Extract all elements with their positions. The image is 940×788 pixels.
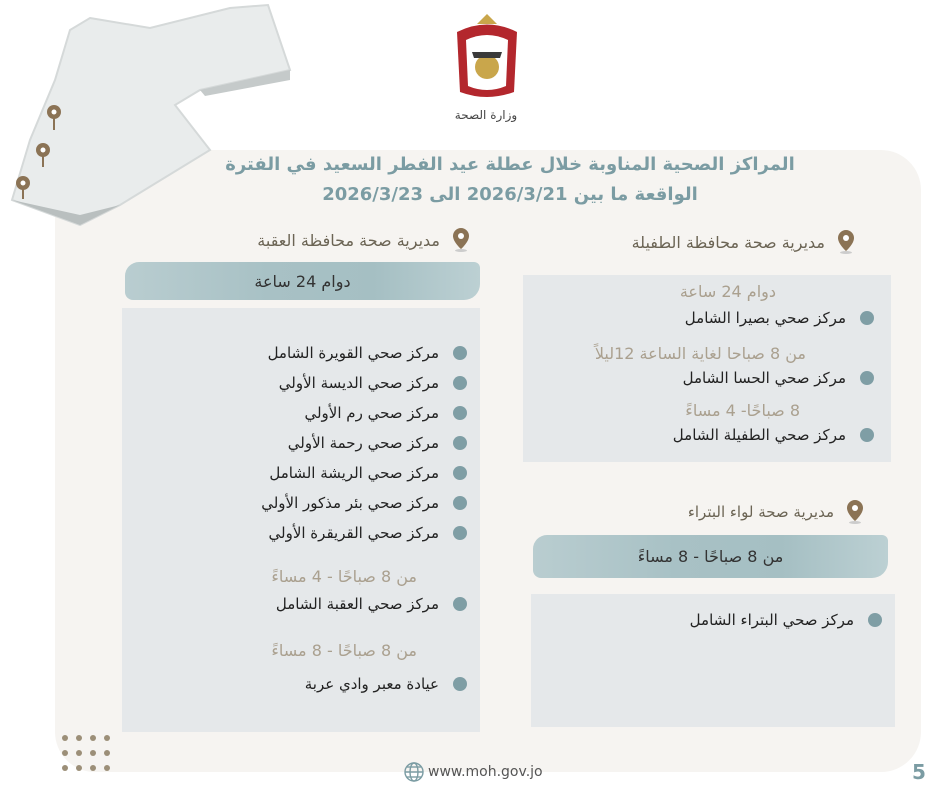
petra-heading: مديرية صحة لواء البتراء — [688, 500, 864, 524]
center-name: مركز صحي الحسا الشامل — [682, 369, 846, 387]
bullet-icon — [453, 346, 467, 360]
center-name: مركز صحي رم الأولي — [304, 404, 439, 422]
list-item: مركز صحي الحسا الشامل — [683, 368, 874, 388]
petra-hours-banner: من 8 صباحًا - 8 مساءً — [533, 535, 888, 578]
aqaba-hours-banner: دوام 24 ساعة — [125, 262, 480, 300]
petra-centers-box — [531, 594, 895, 727]
list-item: مركز صحي الطفيلة الشامل — [673, 425, 874, 445]
bullet-icon — [860, 428, 874, 442]
list-item: مركز صحي رم الأولي — [304, 403, 467, 423]
bullet-icon — [453, 406, 467, 420]
title-line-2: الواقعة ما بين 2026/3/21 الى 2026/3/23 — [322, 184, 698, 205]
petra-heading-text: مديرية صحة لواء البتراء — [687, 503, 834, 521]
bullet-icon — [860, 311, 874, 325]
center-name: مركز صحي الريشة الشامل — [269, 464, 439, 482]
center-name: مركز صحي الديسة الأولي — [278, 374, 439, 392]
hours-label: 8 صباحًا- 4 مساءً — [685, 401, 800, 420]
bullet-icon — [453, 436, 467, 450]
list-item: مركز صحي البتراء الشامل — [690, 610, 882, 630]
jordan-map-icon — [10, 3, 292, 227]
center-name: مركز صحي بئر مذكور الأولي — [261, 494, 439, 512]
center-name: مركز صحي الطفيلة الشامل — [672, 426, 846, 444]
hours-label: من 8 صباحًا - 4 مساءً — [271, 567, 417, 586]
ministry-logo-text: وزارة الصحة — [454, 108, 518, 122]
list-item: مركز صحي العقبة الشامل — [276, 594, 467, 614]
tafila-heading: مديرية صحة محافظة الطفيلة — [632, 230, 855, 254]
location-pin-icon — [453, 228, 469, 252]
page-number: 5 — [912, 760, 926, 784]
list-item: مركز صحي الديسة الأولي — [279, 373, 467, 393]
hours-label: دوام 24 ساعة — [679, 282, 776, 301]
website-text[interactable]: www.moh.gov.jo — [428, 764, 543, 780]
tafila-heading-text: مديرية صحة محافظة الطفيلة — [631, 232, 825, 252]
center-name: مركز صحي العقبة الشامل — [275, 595, 439, 613]
title-line-1: المراكز الصحية المناوبة خلال عطلة عيد ال… — [225, 154, 795, 175]
location-pin-icon — [847, 500, 863, 524]
center-name: مركز صحي القريقرة الأولي — [268, 524, 440, 542]
bullet-icon — [453, 466, 467, 480]
center-name: مركز صحي بصيرا الشامل — [684, 309, 846, 327]
page-title: المراكز الصحية المناوبة خلال عطلة عيد ال… — [150, 150, 870, 210]
hours-label: من 8 صباحا لغاية الساعة 12ليلاً — [594, 344, 806, 363]
bullet-icon — [860, 371, 874, 385]
bullet-icon — [868, 613, 882, 627]
aqaba-centers-box — [122, 308, 480, 732]
jordan-coat-of-arms-icon — [457, 14, 517, 97]
aqaba-heading: مديرية صحة محافظة العقبة — [257, 228, 470, 252]
globe-icon — [404, 762, 424, 782]
bullet-icon — [453, 677, 467, 691]
hours-label: من 8 صباحًا - 8 مساءً — [271, 641, 417, 660]
tafila-centers-box — [523, 275, 891, 462]
bullet-icon — [453, 496, 467, 510]
bullet-icon — [453, 597, 467, 611]
center-name: مركز صحي رحمة الأولي — [287, 434, 439, 452]
center-name: مركز صحي البتراء الشامل — [689, 611, 854, 629]
website-link[interactable]: www.moh.gov.jo — [404, 762, 543, 782]
list-item: مركز صحي بصيرا الشامل — [685, 308, 874, 328]
list-item: عيادة معبر وادي عربة — [305, 674, 467, 694]
bullet-icon — [453, 376, 467, 390]
aqaba-heading-text: مديرية صحة محافظة العقبة — [257, 230, 440, 250]
list-item: مركز صحي الريشة الشامل — [269, 463, 467, 483]
list-item: مركز صحي القريقرة الأولي — [268, 523, 467, 543]
bullet-icon — [453, 526, 467, 540]
list-item: مركز صحي رحمة الأولي — [288, 433, 467, 453]
location-pin-icon — [838, 230, 854, 254]
list-item: مركز صحي بئر مذكور الأولي — [261, 493, 467, 513]
center-name: عيادة معبر وادي عربة — [304, 675, 439, 693]
decorative-dots — [62, 735, 110, 771]
center-name: مركز صحي القويرة الشامل — [267, 344, 439, 362]
list-item: مركز صحي القويرة الشامل — [268, 343, 467, 363]
